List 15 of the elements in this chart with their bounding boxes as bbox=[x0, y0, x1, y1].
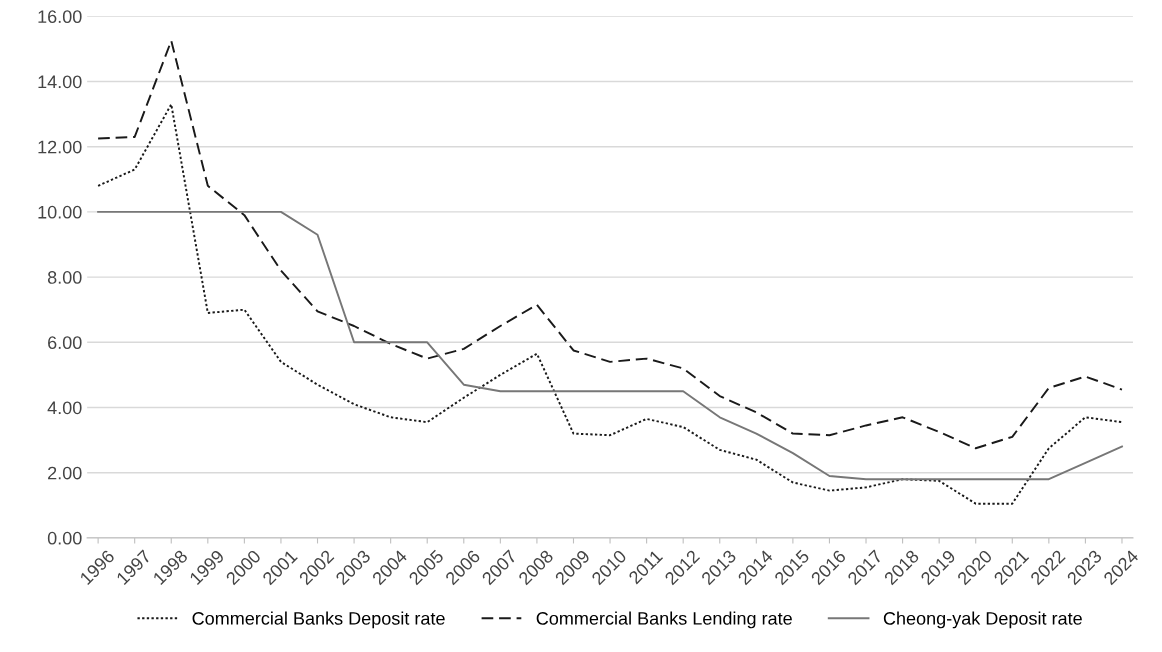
y-tick-label: 14.00 bbox=[38, 75, 82, 89]
y-tick-label: 12.00 bbox=[38, 140, 82, 154]
legend-label: Commercial Banks Deposit rate bbox=[192, 611, 445, 629]
y-tick-label: 10.00 bbox=[38, 205, 82, 219]
y-tick-label: 8.00 bbox=[47, 271, 82, 284]
y-tick-label: 2.00 bbox=[48, 466, 82, 480]
y-tick-label: 6.00 bbox=[48, 336, 82, 350]
line-series bbox=[97, 103, 1123, 505]
y-tick-label: 16.00 bbox=[38, 10, 82, 24]
y-tick-label: 0.00 bbox=[47, 531, 82, 545]
line-series bbox=[97, 210, 1123, 481]
line-series bbox=[97, 39, 1123, 450]
legend-label: Commercial Banks Lending rate bbox=[536, 611, 792, 629]
y-tick-label: 4.00 bbox=[47, 401, 82, 415]
legend-label: Cheong-yak Deposit rate bbox=[883, 611, 1082, 629]
